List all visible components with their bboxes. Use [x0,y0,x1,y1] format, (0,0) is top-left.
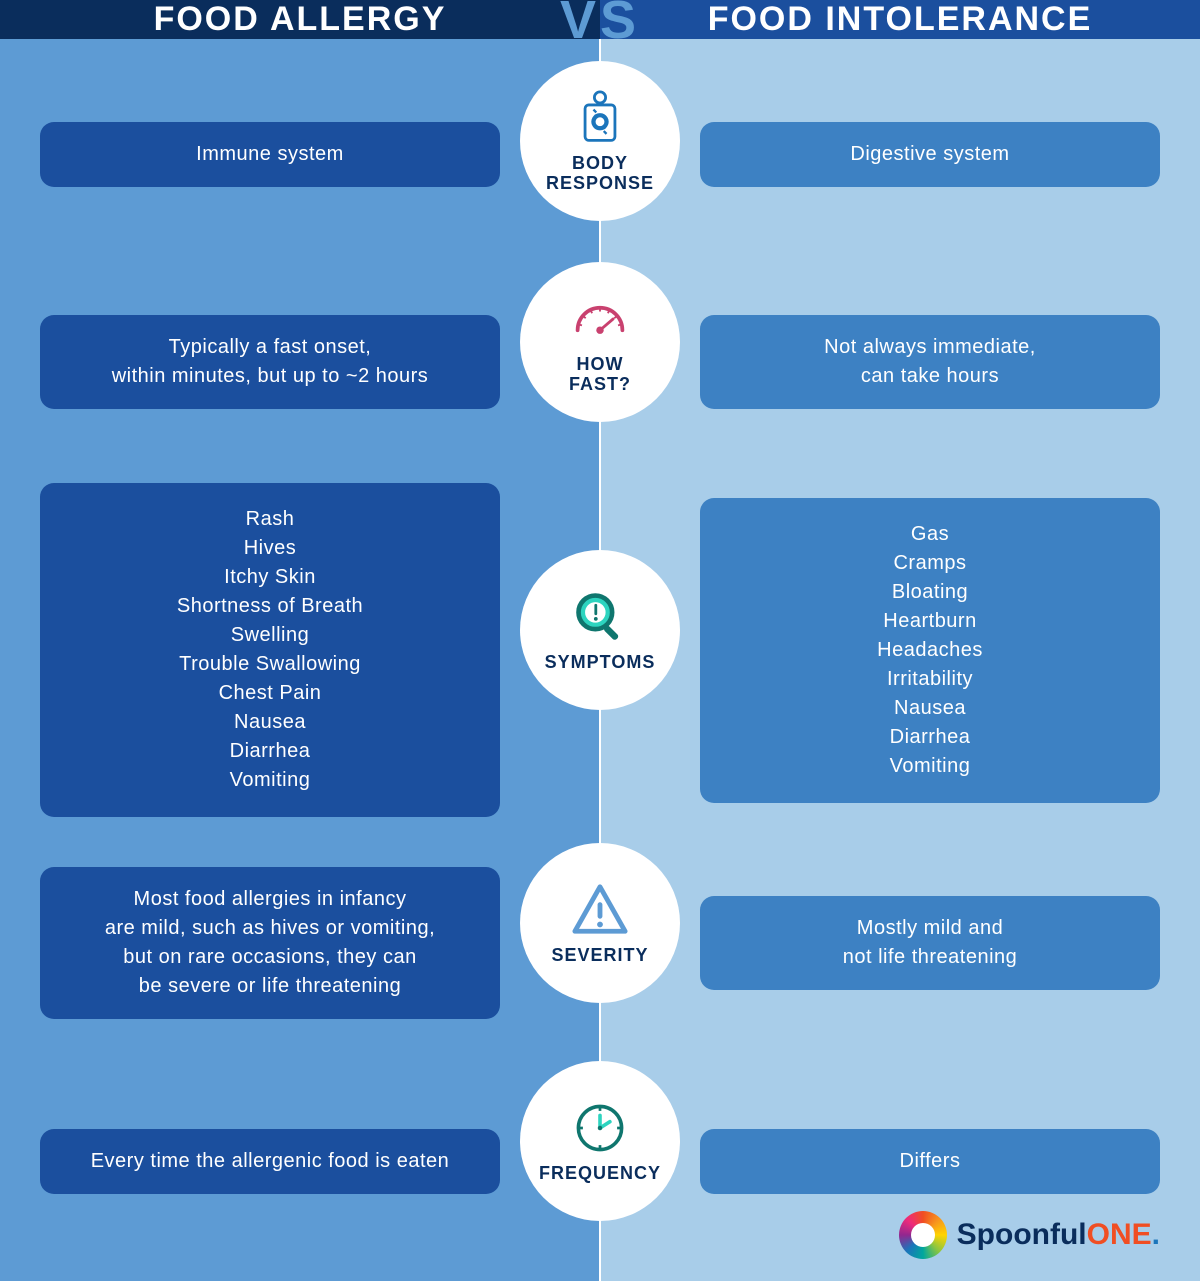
symptom-item: Hives [244,534,297,563]
symptom-item: Nausea [234,708,306,737]
intolerance-symptoms-pill: GasCrampsBloatingHeartburnHeadachesIrrit… [700,498,1160,803]
allergy-symptoms-pill: RashHivesItchy SkinShortness of BreathSw… [40,483,500,817]
symptom-item: Bloating [892,578,968,607]
medallion-label: SEVERITY [551,946,648,966]
symptom-item: Shortness of Breath [177,592,363,621]
symptom-item: Swelling [231,621,309,650]
brand-ring-icon [899,1211,947,1259]
allergy-frequency-pill: Every time the allergenic food is eaten [40,1129,500,1194]
medallion-label: HOW FAST? [569,355,631,395]
intolerance-how_fast-pill: Not always immediate, can take hours [700,315,1160,409]
intolerance-column: Digestive system Not always immediate, ca… [600,39,1200,1281]
category-medallions: BODY RESPONSE HOW FAST? SYMPTOMS SEVERIT… [510,39,690,1281]
symptom-item: Headaches [877,636,983,665]
symptom-item: Cramps [893,549,966,578]
intolerance-frequency-pill: Differs [700,1129,1160,1194]
brand-logo: SpoonfulONE. [899,1211,1160,1259]
medallion-symptoms: SYMPTOMS [520,550,680,710]
intolerance-body_response-pill: Digestive system [700,122,1160,187]
symptom-item: Chest Pain [219,679,322,708]
medallion-frequency: FREQUENCY [520,1061,680,1221]
symptom-item: Diarrhea [890,723,971,752]
medallion-label: BODY RESPONSE [546,154,654,194]
header-vs: VS [560,0,640,51]
header-left-title: FOOD ALLERGY [0,0,600,39]
symptom-item: Vomiting [230,766,311,795]
medallion-label: SYMPTOMS [545,653,656,673]
header: FOOD ALLERGY FOOD INTOLERANCE VS [0,0,1200,39]
warning-icon [570,880,630,940]
symptom-item: Heartburn [883,607,976,636]
symptom-item: Rash [246,505,295,534]
magnifier-icon [570,587,630,647]
header-right-title: FOOD INTOLERANCE [600,0,1200,39]
intolerance-severity-pill: Mostly mild and not life threatening [700,896,1160,990]
brand-text: SpoonfulONE. [957,1218,1160,1252]
medallion-label: FREQUENCY [539,1164,661,1184]
symptom-item: Itchy Skin [224,563,316,592]
body-icon [570,88,630,148]
allergy-how_fast-pill: Typically a fast onset, within minutes, … [40,315,500,409]
symptom-item: Nausea [894,694,966,723]
clock-icon [570,1098,630,1158]
symptom-item: Vomiting [890,752,971,781]
medallion-severity: SEVERITY [520,843,680,1003]
allergy-body_response-pill: Immune system [40,122,500,187]
allergy-severity-pill: Most food allergies in infancy are mild,… [40,867,500,1019]
symptom-item: Diarrhea [230,737,311,766]
symptom-item: Trouble Swallowing [179,650,361,679]
medallion-body_response: BODY RESPONSE [520,61,680,221]
medallion-how_fast: HOW FAST? [520,262,680,422]
comparison-body: Immune system Typically a fast onset, wit… [0,39,1200,1281]
symptom-item: Irritability [887,665,973,694]
symptom-item: Gas [911,520,949,549]
gauge-icon [570,289,630,349]
